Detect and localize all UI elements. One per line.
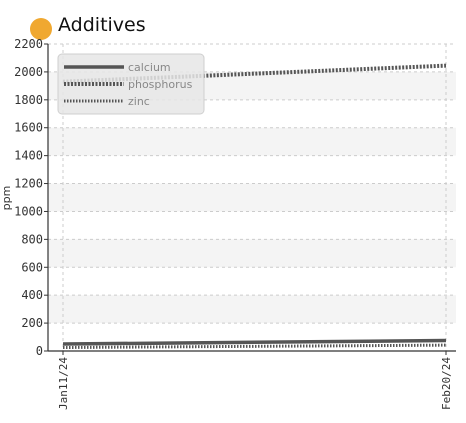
chart-header: Additives (30, 10, 146, 40)
y-axis-label: ppm (0, 186, 13, 211)
x-tick-label: Jan11/24 (57, 357, 70, 410)
y-tick-label: 400 (21, 288, 43, 302)
series-line-zinc (62, 343, 447, 350)
y-tick-label: 600 (21, 260, 43, 274)
y-tick-label: 800 (21, 232, 43, 246)
legend-box (57, 53, 205, 115)
grid-band (48, 183, 456, 212)
y-tick-label: 1600 (14, 121, 43, 135)
y-tick-label: 200 (21, 316, 43, 330)
y-tick-label: 2200 (14, 37, 43, 51)
grid-band (48, 295, 456, 324)
chart-title: Additives (58, 14, 146, 36)
y-tick-label: 1800 (14, 93, 43, 107)
y-tick-label: 2000 (14, 65, 43, 79)
chart-bands (48, 71, 456, 324)
y-axis-ticks: 0 200 400 600 800 1000 1200 1400 1600 1800 2000 220… (14, 37, 43, 358)
y-tick-label: 1200 (14, 177, 43, 191)
y-tick-label: 0 (36, 344, 43, 358)
chart-legend[interactable]: calcium phosphorus zinc (57, 53, 205, 115)
x-tick-label: Feb20/24 (440, 357, 453, 410)
y-tick-label: 1000 (14, 204, 43, 218)
legend-label-zinc: zinc (128, 95, 150, 108)
legend-label-calcium: calcium (128, 61, 171, 74)
grid-band (48, 127, 456, 156)
grid-band (48, 239, 456, 268)
x-axis-ticks: Jan11/24 Feb20/24 (57, 357, 453, 410)
y-tick-label: 1400 (14, 149, 43, 163)
status-dot-icon (30, 18, 52, 40)
chart-axes (44, 43, 456, 355)
series-line-calcium (62, 338, 447, 346)
legend-label-phosphorus: phosphorus (128, 78, 193, 91)
